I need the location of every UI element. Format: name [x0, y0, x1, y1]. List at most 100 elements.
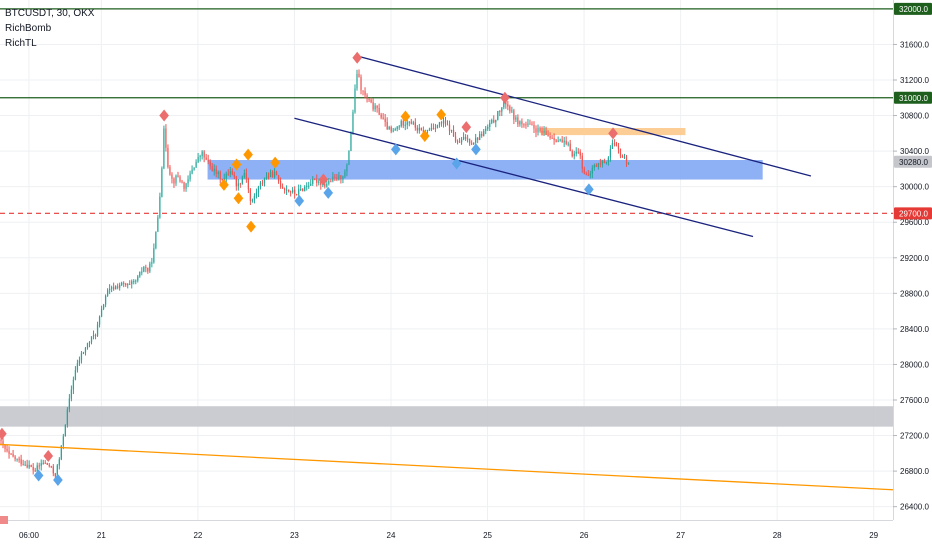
candle-body — [259, 182, 262, 188]
candle-body — [159, 196, 161, 218]
candle-body — [539, 127, 541, 131]
candle-body — [555, 140, 557, 142]
candle-body — [269, 171, 272, 178]
candle-body — [155, 231, 157, 249]
candle-body — [165, 128, 167, 148]
candle-body — [549, 135, 551, 138]
signal-diamond — [451, 157, 462, 170]
candle-body — [143, 267, 145, 272]
indicator-richbomb[interactable]: RichBomb — [5, 23, 52, 34]
candle-body — [183, 182, 185, 189]
price-axis-bg — [893, 0, 932, 550]
candle-body — [450, 129, 453, 131]
candle-body — [205, 157, 207, 160]
candle-body — [16, 458, 18, 460]
candle-body — [221, 178, 223, 181]
candle-body — [368, 98, 370, 100]
candle-body — [430, 127, 433, 130]
candle-body — [410, 121, 412, 124]
signal-diamond — [270, 156, 280, 169]
time-tick-label: 28 — [773, 531, 782, 540]
candle-body — [489, 122, 491, 127]
candle-body — [123, 282, 125, 284]
candle-body — [235, 176, 237, 187]
price-axis[interactable]: 26400.0 26800.0 27200.0 27600.0 28000.0 28400… — [893, 0, 932, 550]
signal-diamond — [584, 183, 594, 196]
candle-body — [10, 453, 12, 455]
candle-body — [277, 175, 280, 182]
candle-body — [587, 174, 589, 176]
candle-body — [149, 263, 151, 272]
candle-body — [36, 465, 38, 472]
indicator-richtl[interactable]: RichTL — [5, 38, 37, 49]
candle-body — [229, 171, 231, 175]
time-axis[interactable]: 06:00 21 22 23 24 25 26 27 28 29 — [0, 516, 893, 540]
candle-body — [446, 124, 449, 126]
candle-body — [217, 171, 219, 175]
candle-body — [151, 262, 153, 264]
candle-body — [98, 316, 101, 325]
candle-body — [625, 156, 628, 165]
candle-body — [290, 191, 292, 193]
candle-body — [591, 167, 593, 174]
candle-body — [257, 187, 260, 193]
signal-diamond — [471, 143, 481, 156]
candle-body — [141, 271, 143, 273]
candle-body — [281, 186, 284, 189]
signal-diamond — [243, 148, 253, 161]
candle-body — [531, 124, 533, 126]
price-tag-29700.0: 29700.0 — [894, 207, 932, 220]
candle-body — [513, 110, 515, 120]
candle-body — [605, 161, 608, 164]
candle-body — [231, 171, 233, 175]
candle-body — [161, 168, 163, 197]
candle-body — [364, 91, 366, 96]
candle-body — [460, 139, 463, 143]
candle-body — [28, 464, 30, 468]
price-tag-label: 31000.0 — [899, 94, 928, 103]
candle-body — [249, 189, 252, 202]
candle-body — [537, 127, 539, 133]
candle-body — [239, 183, 241, 185]
price-tag-30280.0: 30280.0 — [894, 155, 932, 168]
symbol-title[interactable]: BTCUSDT, 30, OKX — [5, 8, 95, 19]
candle-body — [378, 107, 380, 115]
candle-body — [312, 178, 314, 184]
candle-body — [169, 167, 171, 175]
candle-body — [523, 124, 525, 126]
price-tick-label: 30400.0 — [900, 147, 929, 156]
candle-body — [20, 459, 22, 465]
candle-body — [380, 114, 382, 118]
candle-body — [370, 99, 372, 103]
time-tick-label: 27 — [676, 531, 685, 540]
candle-body — [308, 185, 310, 187]
price-tick-label: 28400.0 — [900, 325, 929, 334]
candle-body — [18, 458, 20, 460]
chart-grid — [0, 0, 893, 520]
candle-body — [30, 464, 32, 467]
candle-body — [356, 73, 358, 89]
candle-body — [515, 117, 517, 120]
candle-body — [76, 363, 79, 371]
candle-body — [52, 466, 54, 474]
signal-diamond — [500, 91, 510, 104]
candle-body — [569, 143, 571, 152]
candle-body — [38, 465, 40, 467]
candle-body — [8, 450, 10, 454]
candle-body — [533, 124, 535, 129]
price-tick-label: 31200.0 — [900, 76, 929, 85]
candle-body — [306, 185, 308, 187]
candle-body — [310, 183, 312, 186]
time-tick-label: 29 — [869, 531, 878, 540]
price-tag-bg — [894, 207, 932, 220]
candle-body — [26, 464, 28, 468]
candle-body — [483, 130, 485, 136]
candle-body — [58, 459, 60, 466]
candle-body — [237, 183, 239, 187]
candle-body — [314, 178, 316, 180]
signal-diamond — [419, 130, 430, 142]
candle-body — [199, 156, 201, 158]
time-tick-label: 23 — [290, 531, 299, 540]
candle-body — [102, 304, 105, 309]
